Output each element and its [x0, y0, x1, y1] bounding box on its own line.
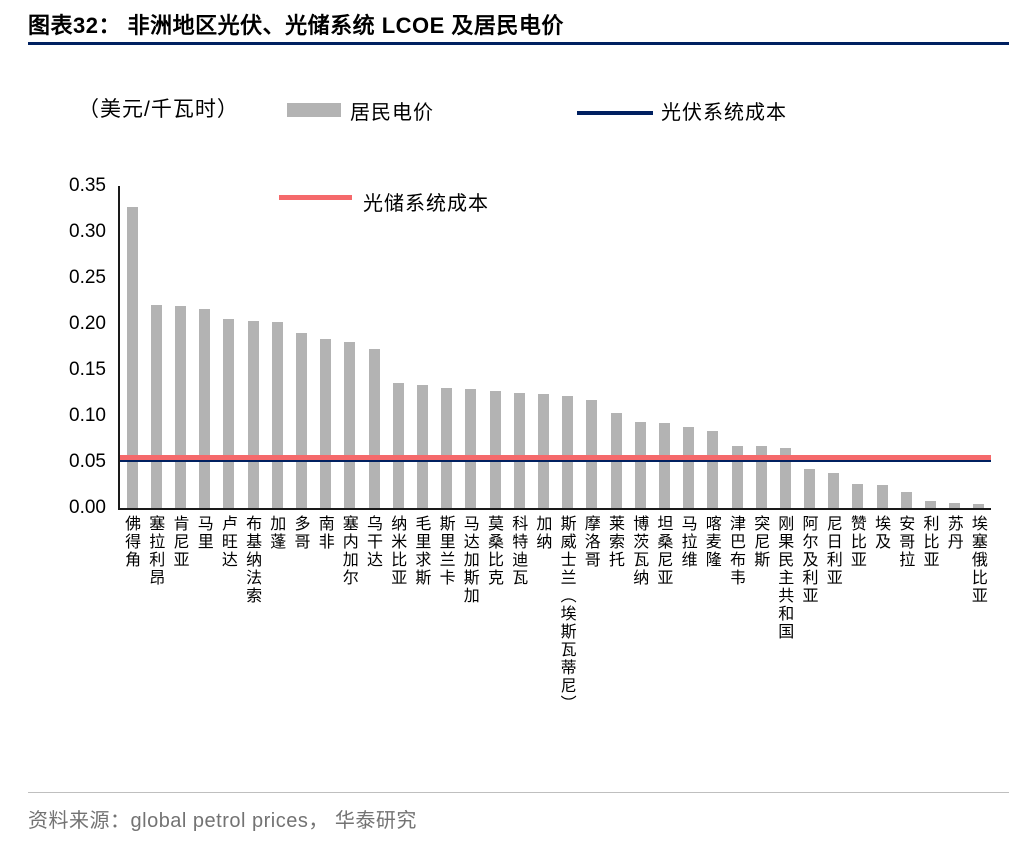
x-tick-label: 莱索托 [606, 515, 623, 569]
bar [634, 421, 646, 508]
bar [852, 484, 864, 508]
bar [489, 391, 501, 508]
x-tick-label: 斯威士兰（埃斯瓦蒂尼） [557, 515, 575, 713]
source-note: 资料来源：global petrol prices， 华泰研究 [28, 810, 417, 832]
x-tick-label: 喀麦隆 [702, 515, 720, 569]
x-tick-label: 莫桑比克 [485, 515, 502, 587]
x-tick-label: 多哥 [291, 515, 309, 551]
y-tick-label: 0.05 [69, 451, 106, 472]
bar [247, 321, 259, 508]
bar [731, 446, 743, 508]
bar [150, 304, 162, 508]
x-tick-label: 佛得角 [122, 515, 140, 569]
x-axis-labels: 佛得角 塞拉利昂 肯尼亚 马里 卢旺达 布基纳法索 加蓬 多哥 南非 塞内加尔 乌干达 纳米比亚 毛里求… [118, 515, 989, 770]
x-tick-label: 塞内加尔 [339, 515, 357, 587]
ref-line-pv-storage-cost [120, 454, 991, 460]
bar [658, 423, 670, 508]
bar [126, 207, 138, 508]
x-tick-label: 卢旺达 [218, 515, 236, 569]
ref-line-pv-system-cost [120, 459, 991, 463]
legend-swatch-bar [287, 103, 341, 117]
bar [175, 305, 186, 508]
x-tick-label: 突尼斯 [751, 515, 769, 569]
bar [949, 502, 961, 508]
y-tick-label: 0.20 [69, 313, 106, 334]
x-tick-label: 埃塞俄比亚 [968, 515, 986, 605]
x-tick-label: 科特迪瓦 [509, 515, 527, 587]
bar [900, 492, 912, 508]
bar [779, 448, 791, 508]
bar [344, 342, 356, 508]
bar [537, 393, 549, 508]
bar [973, 504, 985, 508]
x-tick-label: 加纳 [533, 515, 551, 551]
bar [586, 400, 598, 508]
x-tick-label: 塞拉利昂 [146, 515, 164, 587]
bar [755, 446, 767, 508]
legend-label-residential-price: 居民电价 [350, 102, 434, 124]
x-tick-label: 刚果民主共和国 [775, 515, 793, 641]
bar [925, 500, 936, 508]
x-tick-label: 南非 [315, 515, 333, 551]
bar [320, 338, 332, 508]
bar [296, 333, 307, 508]
y-tick-label: 0.25 [69, 267, 106, 288]
bar [562, 395, 574, 508]
bar [392, 382, 404, 508]
y-tick-label: 0.10 [69, 405, 106, 426]
x-tick-label: 赞比亚 [847, 515, 865, 569]
plot-area [118, 186, 991, 510]
bar [513, 393, 525, 508]
x-tick-label: 乌干达 [364, 515, 381, 569]
bar [271, 322, 283, 508]
x-tick-label: 摩洛哥 [581, 515, 599, 569]
x-tick-label: 苏丹 [944, 515, 962, 551]
figure-title: 图表32： 非洲地区光伏、光储系统 LCOE 及居民电价 [28, 13, 564, 38]
bar [804, 469, 815, 508]
x-tick-label: 肯尼亚 [170, 515, 188, 569]
bar [707, 430, 719, 508]
bar [368, 348, 380, 508]
bar [199, 309, 211, 508]
x-tick-label: 马达加斯加 [460, 515, 478, 605]
x-tick-label: 斯里兰卡 [436, 515, 454, 587]
y-tick-label: 0.35 [69, 175, 106, 196]
x-tick-label: 博茨瓦纳 [630, 515, 648, 587]
x-tick-label: 津巴布韦 [727, 515, 744, 587]
bar [441, 387, 453, 508]
x-tick-label: 利比亚 [920, 515, 938, 569]
bar [416, 384, 428, 508]
x-tick-label: 毛里求斯 [412, 515, 430, 587]
x-tick-label: 安哥拉 [896, 515, 914, 569]
bar [683, 427, 695, 508]
x-tick-label: 纳米比亚 [388, 515, 406, 587]
bar [876, 485, 888, 508]
bar [465, 389, 477, 508]
y-axis-unit-label: （美元/千瓦时） [78, 98, 239, 121]
x-tick-label: 马拉维 [678, 515, 696, 569]
x-tick-label: 布基纳法索 [243, 515, 261, 605]
title-underline [28, 42, 1009, 45]
x-tick-label: 坦桑尼亚 [654, 515, 672, 587]
y-tick-label: 0.00 [69, 497, 106, 518]
legend-label-pv-system-cost: 光伏系统成本 [661, 102, 787, 124]
x-tick-label: 尼日利亚 [823, 515, 841, 587]
y-tick-label: 0.30 [69, 221, 106, 242]
x-tick-label: 马里 [194, 515, 212, 551]
y-tick-label: 0.15 [69, 359, 106, 380]
footer-divider [28, 792, 1009, 793]
legend-swatch-pv-line [577, 111, 653, 115]
x-tick-label: 加蓬 [267, 515, 285, 551]
x-tick-label: 埃及 [872, 515, 890, 551]
bar [828, 473, 840, 508]
x-tick-label: 阿尔及利亚 [799, 515, 817, 605]
legend-label-pv-storage-cost: 光储系统成本 [363, 193, 489, 215]
legend-swatch-storage-line [279, 195, 352, 200]
bar [223, 318, 235, 508]
